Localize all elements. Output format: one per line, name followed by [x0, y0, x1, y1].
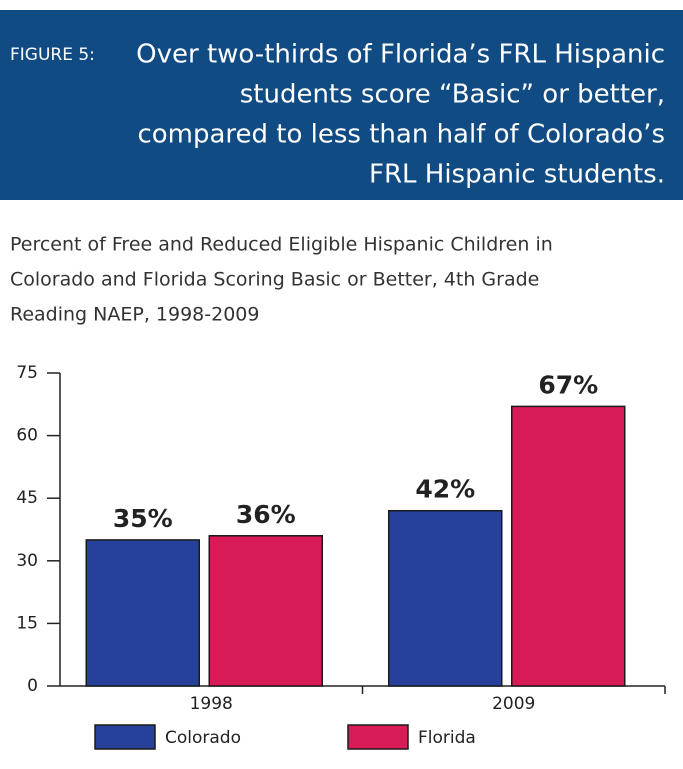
y-tick-label: 30 — [16, 551, 38, 571]
legend-swatch — [347, 724, 409, 750]
bar — [208, 535, 323, 687]
legend-swatch — [94, 724, 156, 750]
y-tick-label: 45 — [16, 488, 38, 508]
bar — [85, 539, 200, 687]
legend-label: Florida — [418, 728, 476, 748]
figure-label: FIGURE 5: — [10, 45, 95, 65]
y-tick-label: 0 — [27, 676, 38, 696]
headline: FRL Hispanic students. — [369, 160, 665, 190]
x-tick-label: 2009 — [492, 694, 535, 714]
subtitle: Reading NAEP, 1998-2009 — [10, 304, 259, 326]
data-label: 35% — [113, 504, 173, 533]
subtitle: Colorado and Florida Scoring Basic or Be… — [10, 269, 539, 291]
bar — [388, 509, 503, 687]
y-tick-label: 15 — [16, 613, 38, 633]
headline: compared to less than half of Colorado’s — [137, 120, 665, 150]
headline: students score “Basic” or better, — [240, 80, 665, 110]
headline: Over two-thirds of Florida’s FRL Hispani… — [136, 40, 665, 70]
legend-label: Colorado — [165, 728, 241, 748]
x-tick-label: 1998 — [190, 694, 233, 714]
bar — [511, 405, 626, 687]
data-label: 67% — [538, 370, 598, 399]
header-banner — [0, 10, 683, 200]
data-label: 36% — [236, 500, 296, 529]
y-tick-label: 60 — [16, 426, 38, 446]
data-label: 42% — [415, 475, 475, 504]
subtitle: Percent of Free and Reduced Eligible His… — [10, 234, 553, 256]
y-tick-label: 75 — [16, 363, 38, 383]
